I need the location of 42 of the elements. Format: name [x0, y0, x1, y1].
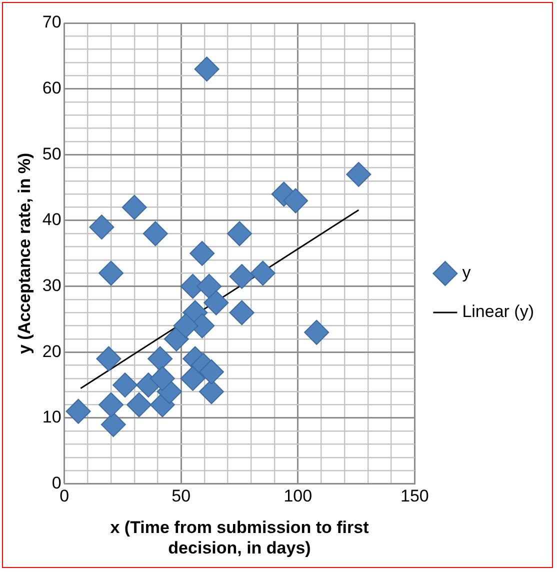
x-tick-label: 150	[400, 486, 429, 506]
point	[142, 221, 168, 246]
point	[190, 240, 215, 266]
point	[180, 366, 206, 391]
point	[100, 412, 126, 438]
point	[150, 366, 175, 391]
point	[346, 162, 372, 187]
point	[250, 260, 276, 286]
point	[173, 313, 198, 338]
y-tick-label: 40	[42, 210, 62, 230]
point	[148, 346, 173, 372]
y-tick-label: 0	[52, 473, 62, 492]
point	[196, 274, 222, 299]
y-tick-label: 50	[42, 144, 62, 164]
point	[304, 320, 330, 345]
y-tick-label: 20	[42, 342, 62, 361]
point	[164, 326, 189, 352]
point	[194, 56, 220, 82]
y-tick-label: 60	[42, 78, 62, 98]
point	[227, 221, 252, 246]
point	[98, 392, 124, 418]
point	[204, 290, 229, 316]
x-tick-label: 50	[172, 486, 191, 506]
x-tick-label: 100	[284, 486, 312, 506]
point	[229, 264, 254, 289]
legend-label: Linear (y)	[462, 302, 534, 322]
y-axis-title: y (Acceptance rate, in %)	[14, 152, 34, 354]
y-tick-label: 30	[42, 276, 62, 295]
point	[229, 300, 254, 326]
legend-label: y	[462, 263, 472, 282]
y-tick-label: 70	[42, 12, 62, 32]
point	[198, 359, 224, 384]
point	[122, 194, 147, 220]
point	[283, 188, 308, 214]
point	[126, 392, 152, 418]
point	[112, 372, 138, 398]
point	[66, 398, 91, 424]
point	[96, 346, 122, 372]
x-axis-title: x (Time from submission to first decision, in days)	[110, 518, 370, 558]
point	[98, 260, 124, 286]
y-tick-label: 10	[42, 408, 62, 427]
point	[89, 214, 114, 240]
